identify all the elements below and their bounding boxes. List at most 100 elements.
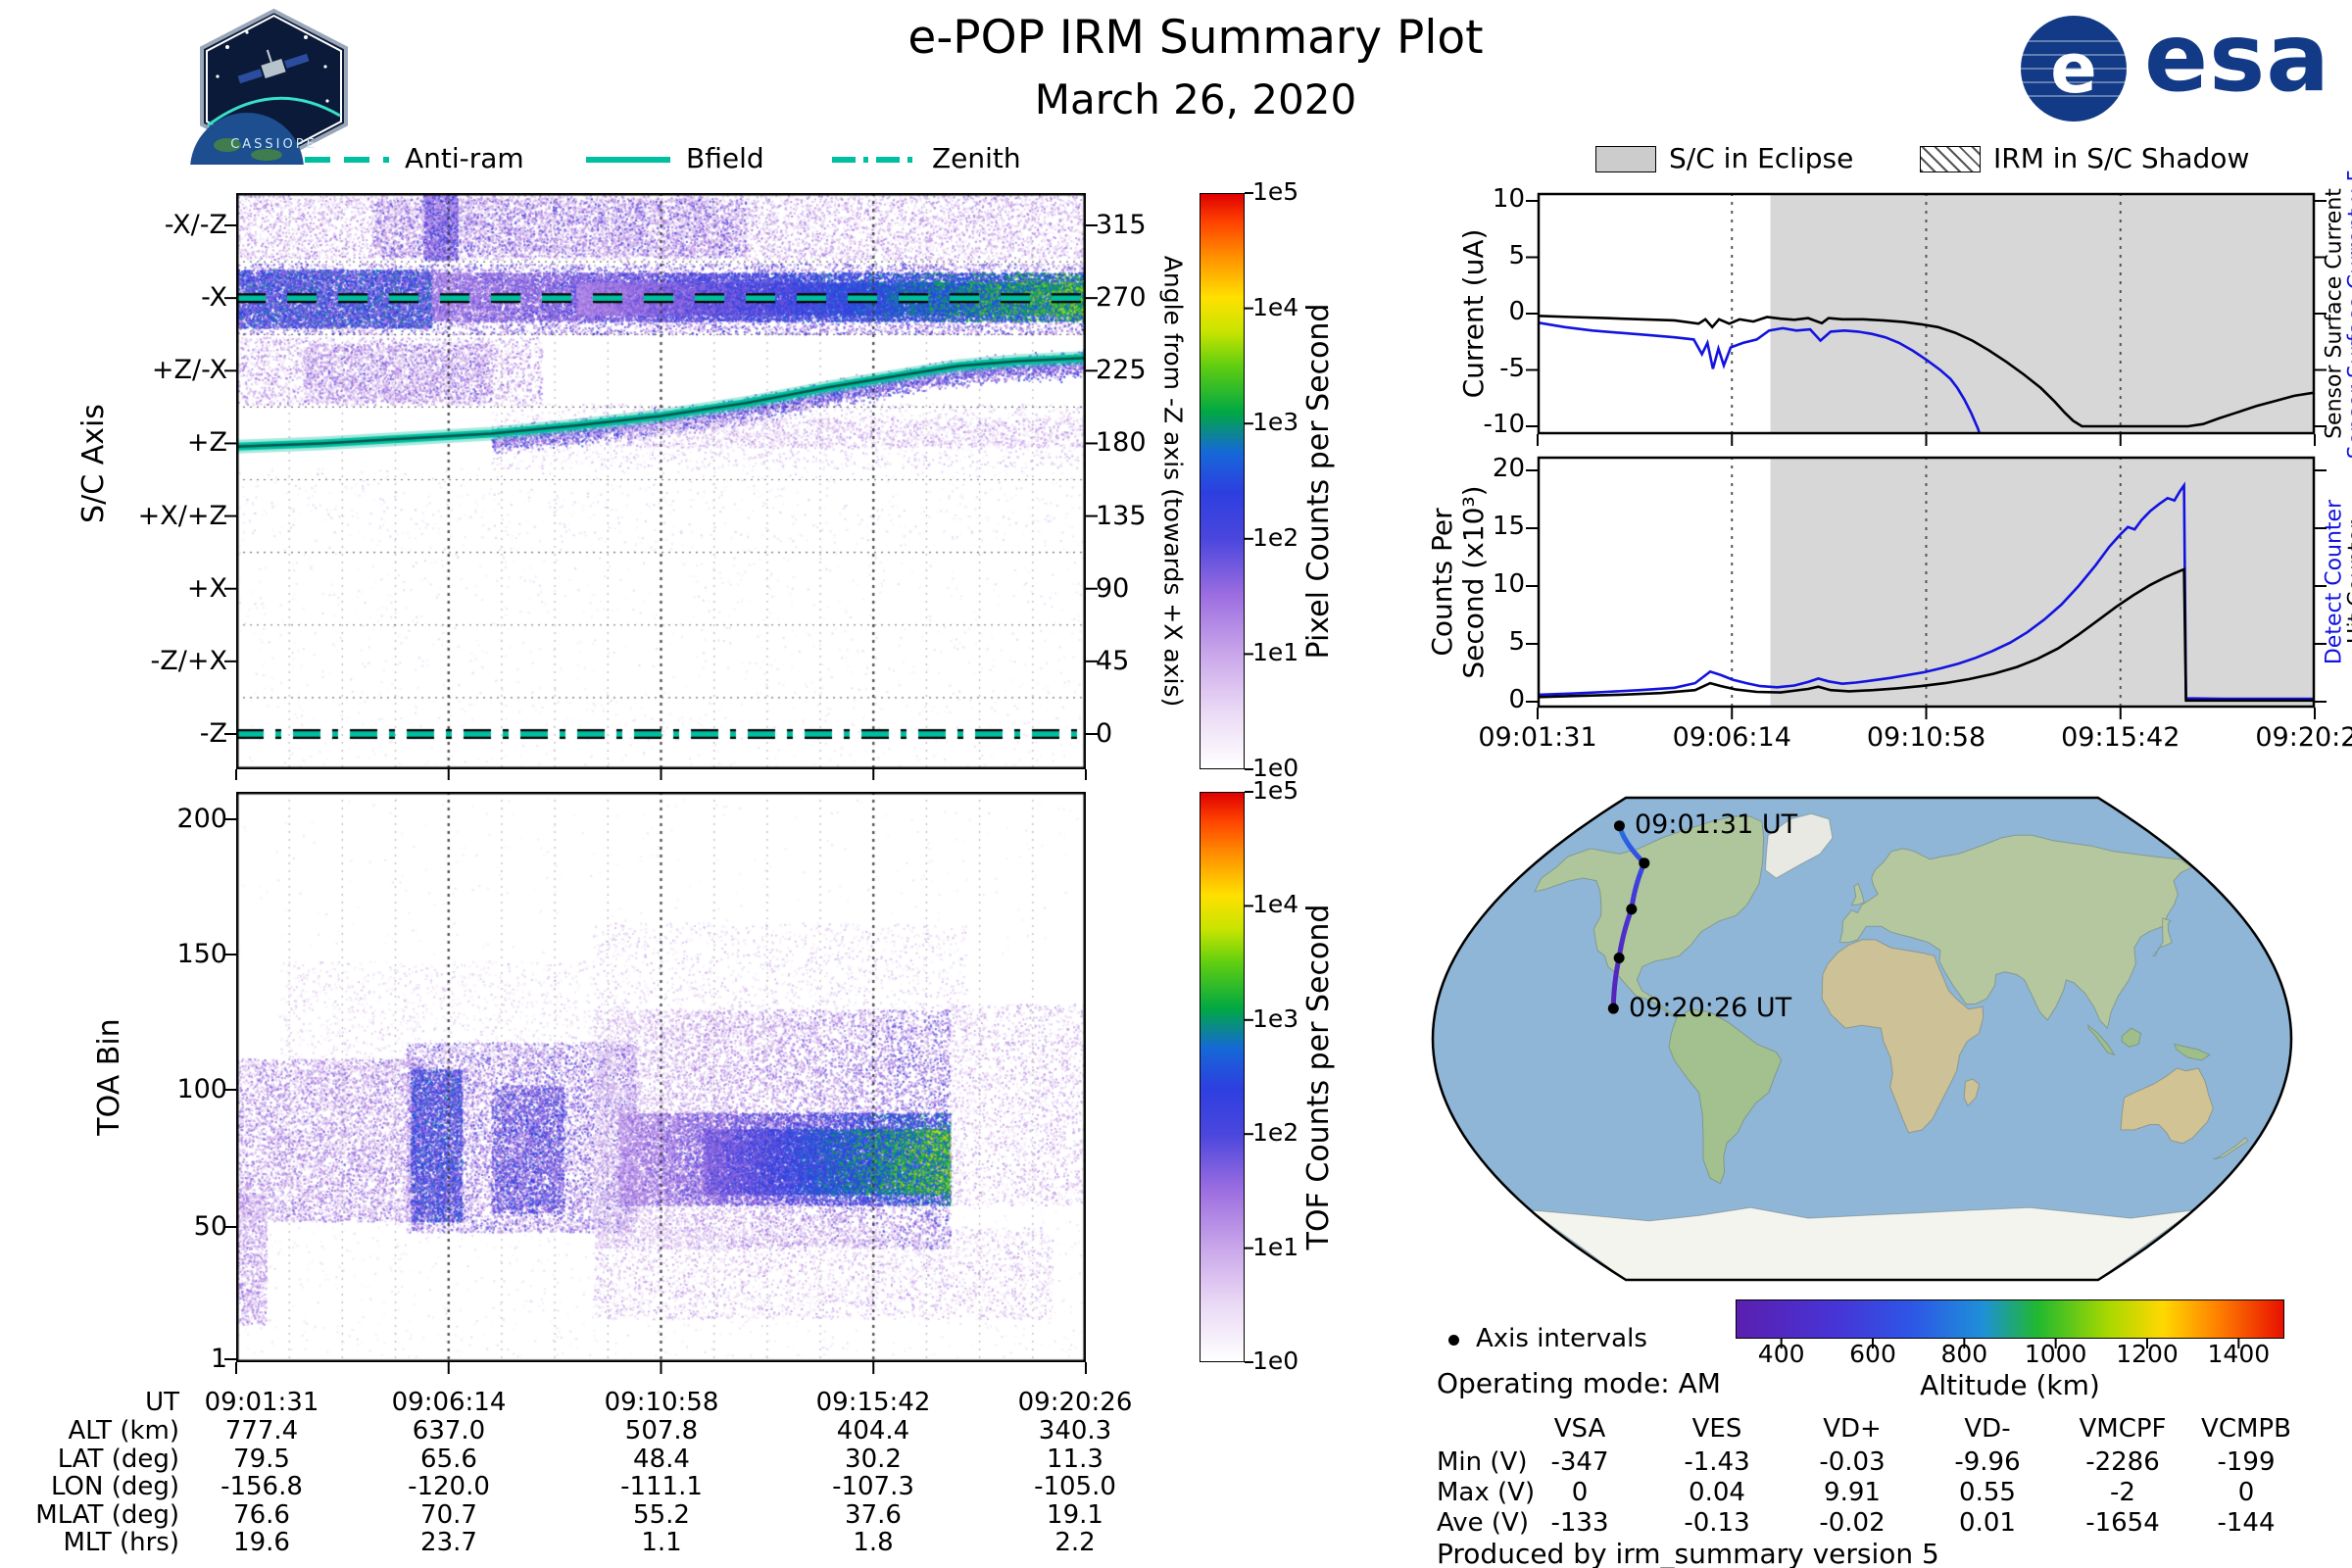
voltage-value: -0.03 — [1819, 1447, 1886, 1477]
continent-new-guinea — [2173, 1043, 2211, 1061]
current-ytick: 5 — [1508, 240, 1525, 270]
esa-wordmark: esa — [2144, 3, 2331, 113]
continent-south-america — [1668, 1008, 1783, 1185]
continent-japan — [2152, 917, 2173, 956]
world-map — [1431, 796, 2293, 1282]
pixel-cbar-tick: 1e5 — [1252, 177, 1299, 206]
voltage-value: -2286 — [2085, 1447, 2160, 1477]
voltage-row-label: Min (V) — [1437, 1447, 1528, 1477]
ephemeris-value: 09:20:26 — [1017, 1388, 1133, 1417]
continent-north-america — [1534, 815, 1765, 1018]
voltage-header: VD- — [1964, 1414, 2011, 1444]
hit-counter-label: Hit Counter — [2344, 519, 2352, 645]
ephemeris-value: 48.4 — [633, 1445, 690, 1474]
altitude-colorbar — [1736, 1299, 2284, 1339]
current-ytick: 10 — [1492, 184, 1525, 214]
altitude-tick: 1200 — [2116, 1340, 2179, 1368]
track-start-label: 09:01:31 UT — [1635, 809, 1798, 840]
ephemeris-value: 09:06:14 — [391, 1388, 507, 1417]
antiram-legend-label: Anti-ram — [405, 142, 524, 174]
voltage-value: -1654 — [2085, 1508, 2160, 1538]
counts-ytick: 20 — [1492, 454, 1525, 483]
ephemeris-value: 09:15:42 — [815, 1388, 931, 1417]
voltage-header: VSA — [1553, 1414, 1606, 1444]
sc-axis-tick: -Z/+X — [150, 645, 227, 676]
time-tick: 09:06:14 — [1672, 722, 1791, 753]
angle-tick: 45 — [1096, 645, 1130, 676]
bfield-legend-label: Bfield — [686, 142, 764, 174]
mission-patch-graphic: CASSIOPE — [190, 8, 348, 165]
ephemeris-value: 637.0 — [412, 1416, 486, 1446]
continent-antarctica — [1528, 1206, 2194, 1280]
altitude-colorbar-label: Altitude (km) — [1920, 1369, 2100, 1401]
ephemeris-value: 340.3 — [1038, 1416, 1112, 1446]
angle-tick: 135 — [1096, 500, 1147, 531]
ephemeris-value: 19.1 — [1047, 1500, 1103, 1530]
counts-ytick: 0 — [1508, 685, 1525, 714]
counts-ytick: 10 — [1492, 569, 1525, 599]
ephemeris-value: 76.6 — [233, 1500, 290, 1530]
detect-counter-label: Detect Counter — [2322, 499, 2347, 665]
angle-tick: 0 — [1096, 718, 1113, 749]
ephemeris-row-label: MLAT (deg) — [35, 1500, 179, 1530]
toa-tick: 1 — [210, 1344, 227, 1374]
ephemeris-value: 19.6 — [233, 1528, 290, 1557]
voltage-value: -0.02 — [1819, 1508, 1886, 1538]
ephemeris-row-label: LON (deg) — [50, 1472, 179, 1501]
page-date: March 26, 2020 — [1034, 75, 1357, 123]
counts-ytick: 5 — [1508, 627, 1525, 657]
ephemeris-value: 55.2 — [633, 1500, 690, 1530]
toa-tick: 50 — [193, 1211, 227, 1242]
tof-cbar-tick: 1e5 — [1252, 776, 1299, 805]
continent-australia — [2120, 1067, 2214, 1145]
ephemeris-value: 11.3 — [1047, 1445, 1103, 1474]
counts-chart — [1537, 456, 2316, 709]
continent-new-zealand — [2213, 1137, 2249, 1160]
pixel-cbar-tick: 1e2 — [1252, 522, 1299, 552]
continent-eurasia — [1838, 834, 2193, 1030]
ephemeris-value: 1.8 — [853, 1528, 894, 1557]
ephemeris-value: -156.8 — [220, 1472, 303, 1501]
ephemeris-value: -105.0 — [1034, 1472, 1116, 1501]
ephemeris-row-label: MLT (hrs) — [63, 1528, 180, 1557]
angle-tick: 270 — [1096, 282, 1147, 314]
voltage-header: VMCPF — [2079, 1414, 2167, 1444]
pixel-colorbar-label: Pixel Counts per Second — [1300, 303, 1336, 660]
pixel-cbar-tick: 1e1 — [1252, 638, 1299, 667]
current-chart — [1537, 192, 2316, 435]
voltage-value: -347 — [1550, 1447, 1609, 1477]
page-title: e-POP IRM Summary Plot — [907, 11, 1484, 65]
sensor-surface-current-label: Sensor Surface Current — [2322, 188, 2347, 439]
tof-cbar-tick: 1e3 — [1252, 1004, 1299, 1033]
tof-counts-colorbar — [1200, 792, 1245, 1362]
zenith-legend-label: Zenith — [932, 142, 1021, 174]
operating-mode-label: Operating mode: AM — [1437, 1367, 1721, 1399]
voltage-row-label: Ave (V) — [1437, 1508, 1529, 1538]
track-interval-dot — [1639, 858, 1650, 869]
ephemeris-value: 23.7 — [420, 1528, 477, 1557]
axis-intervals-dot — [1448, 1335, 1459, 1346]
voltage-row-label: Max (V) — [1437, 1478, 1536, 1507]
angle-tick: 180 — [1096, 427, 1147, 459]
continent-madagascar — [1963, 1078, 1981, 1107]
antiram-line-sample — [305, 157, 389, 163]
track-interval-dot — [1613, 952, 1625, 963]
toa-tick: 150 — [176, 939, 227, 969]
pixel-counts-colorbar — [1200, 193, 1245, 769]
angle-axis-label: Angle from -Z axis (towards +X axis) — [1158, 255, 1188, 708]
angle-tick: 315 — [1096, 210, 1147, 240]
ephemeris-value: -107.3 — [832, 1472, 914, 1501]
pixel-cbar-tick: 1e3 — [1252, 408, 1299, 437]
ephemeris-value: 70.7 — [420, 1500, 477, 1530]
continent-greenland — [1764, 812, 1834, 879]
altitude-tick: 600 — [1849, 1340, 1896, 1368]
current-ytick: 0 — [1508, 297, 1525, 326]
pixel-cbar-tick: 1e4 — [1252, 292, 1299, 321]
voltage-value: 0.55 — [1959, 1478, 2016, 1507]
axis-intervals-label: Axis intervals — [1476, 1324, 1647, 1353]
time-tick: 09:01:31 — [1478, 722, 1597, 753]
counts-ytick: 15 — [1492, 512, 1525, 541]
angle-tick: 225 — [1096, 355, 1147, 386]
continent-uk — [1850, 882, 1865, 906]
